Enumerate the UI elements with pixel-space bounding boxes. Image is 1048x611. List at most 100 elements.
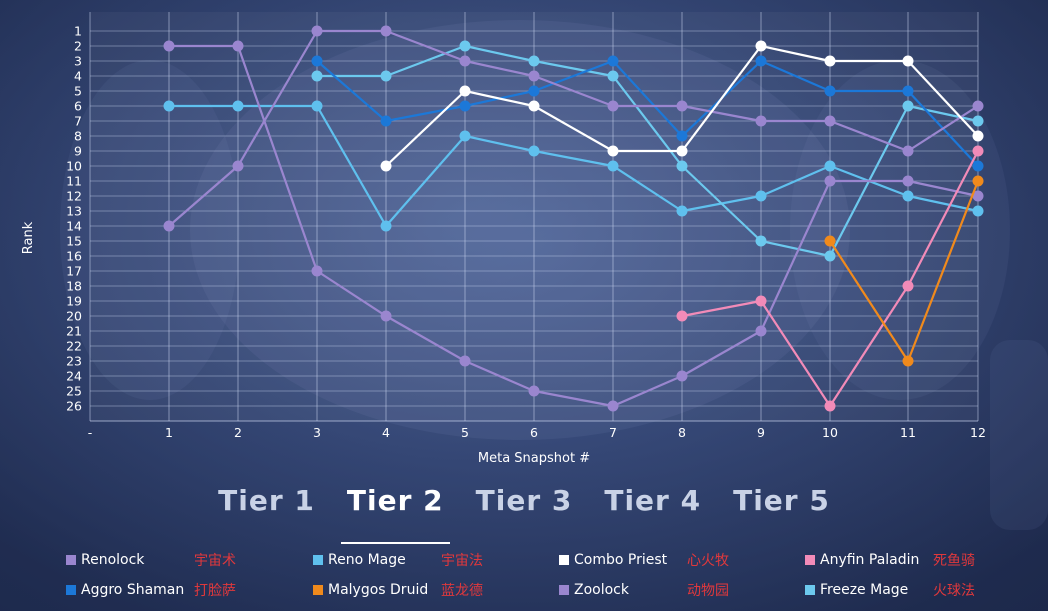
data-point-zoolock [676,100,688,112]
series-combo-priest [380,40,984,172]
data-point-renolock [311,265,323,277]
legend-swatch [313,585,323,595]
data-point-aggro-shaman [824,85,836,97]
y-tick-label: 12 [66,189,82,204]
data-point-zoolock [380,25,392,37]
data-point-aggro-shaman [755,55,767,67]
data-point-renolock [902,175,914,187]
x-tick-label: 5 [461,425,469,440]
data-point-anyfin-paladin [902,280,914,292]
data-point-combo-priest [528,100,540,112]
data-point-combo-priest [902,55,914,67]
data-point-reno-mage [163,100,175,112]
data-point-freeze-mage [311,70,323,82]
legend-swatch [313,555,323,565]
data-point-zoolock [163,220,175,232]
legend-item-zoolock[interactable]: Zoolock 动物园 [559,580,729,600]
data-point-freeze-mage [902,100,914,112]
data-point-reno-mage [676,205,688,217]
data-point-aggro-shaman [459,100,471,112]
x-tick-label: 12 [970,425,986,440]
x-tick-label: 2 [234,425,242,440]
legend-label-chinese: 心火牧 [687,553,729,569]
tier-tab-4[interactable]: Tier 4 [604,484,702,517]
y-tick-label: 11 [66,174,82,189]
y-tick-label: 10 [66,159,82,174]
data-point-anyfin-paladin [755,295,767,307]
chart-series [163,25,984,412]
data-point-renolock [528,385,540,397]
data-point-freeze-mage [607,70,619,82]
y-tick-label: 14 [66,219,82,234]
data-point-aggro-shaman [528,85,540,97]
legend-swatch [559,585,569,595]
y-tick-label: 7 [74,114,82,129]
tier-tab-2[interactable]: Tier 2 [340,484,450,544]
data-point-zoolock [902,145,914,157]
data-point-aggro-shaman [676,130,688,142]
data-point-anyfin-paladin [676,310,688,322]
legend-item-anyfin-paladin[interactable]: Anyfin Paladin 死鱼骑 [805,550,975,570]
legend-swatch [805,585,815,595]
legend-label: Aggro Shaman [81,582,185,598]
data-point-reno-mage [232,100,244,112]
y-tick-label: 25 [66,384,82,399]
legend-item-malygos-druid[interactable]: Malygos Druid 蓝龙德 [313,580,483,600]
x-tick-label: 1 [165,425,173,440]
data-point-reno-mage [824,160,836,172]
y-tick-label: 21 [66,324,82,339]
data-point-aggro-shaman [902,85,914,97]
legend-label-chinese: 动物园 [687,583,729,599]
data-point-renolock [232,40,244,52]
data-point-renolock [676,370,688,382]
data-point-combo-priest [380,160,392,172]
data-point-anyfin-paladin [824,400,836,412]
data-point-freeze-mage [528,55,540,67]
y-tick-label: 9 [74,144,82,159]
data-point-freeze-mage [824,250,836,262]
tier-tab-5[interactable]: Tier 5 [733,484,830,517]
data-point-anyfin-paladin [972,145,984,157]
data-point-zoolock [232,160,244,172]
data-point-freeze-mage [459,40,471,52]
data-point-freeze-mage [972,115,984,127]
legend-item-combo-priest[interactable]: Combo Priest 心火牧 [559,550,729,570]
data-point-aggro-shaman [607,55,619,67]
tier-tab-1[interactable]: Tier 1 [218,484,315,517]
y-tick-label: 24 [66,369,82,384]
tier-tab-3[interactable]: Tier 3 [475,484,573,517]
legend-label: Reno Mage [328,552,406,568]
legend-item-freeze-mage[interactable]: Freeze Mage 火球法 [805,580,975,600]
data-point-zoolock [311,25,323,37]
data-point-freeze-mage [755,235,767,247]
tier-tabs: Tier 1 Tier 2 Tier 3 Tier 4 Tier 5 [0,484,1048,544]
data-point-renolock [824,175,836,187]
data-point-combo-priest [676,145,688,157]
data-point-aggro-shaman [311,55,323,67]
legend-label-chinese: 打脸萨 [194,583,236,599]
series-malygos-druid [824,175,984,367]
data-point-combo-priest [607,145,619,157]
legend-label: Combo Priest [574,552,668,568]
legend-label-chinese: 火球法 [933,583,975,599]
legend-label: Renolock [81,552,145,568]
legend-label-chinese: 宇宙法 [441,553,483,569]
data-point-reno-mage [607,160,619,172]
legend-item-aggro-shaman[interactable]: Aggro Shaman 打脸萨 [66,580,236,600]
y-tick-label: 20 [66,309,82,324]
x-tick-label: 4 [382,425,390,440]
y-tick-label: 19 [66,294,82,309]
legend-item-renolock[interactable]: Renolock 宇宙术 [66,550,236,570]
legend-item-reno-mage[interactable]: Reno Mage 宇宙法 [313,550,483,570]
data-point-reno-mage [380,220,392,232]
y-tick-label: 5 [74,84,82,99]
rank-line-chart: 1234567891011121314151617181920212223242… [21,12,986,440]
x-tick-label: - [88,425,93,440]
series-line-renolock [169,44,979,408]
data-point-renolock [607,400,619,412]
legend-label: Anyfin Paladin [820,552,920,568]
legend-label-chinese: 蓝龙德 [441,583,483,599]
y-axis-title: Rank [21,221,36,254]
x-tick-label: 11 [900,425,916,440]
